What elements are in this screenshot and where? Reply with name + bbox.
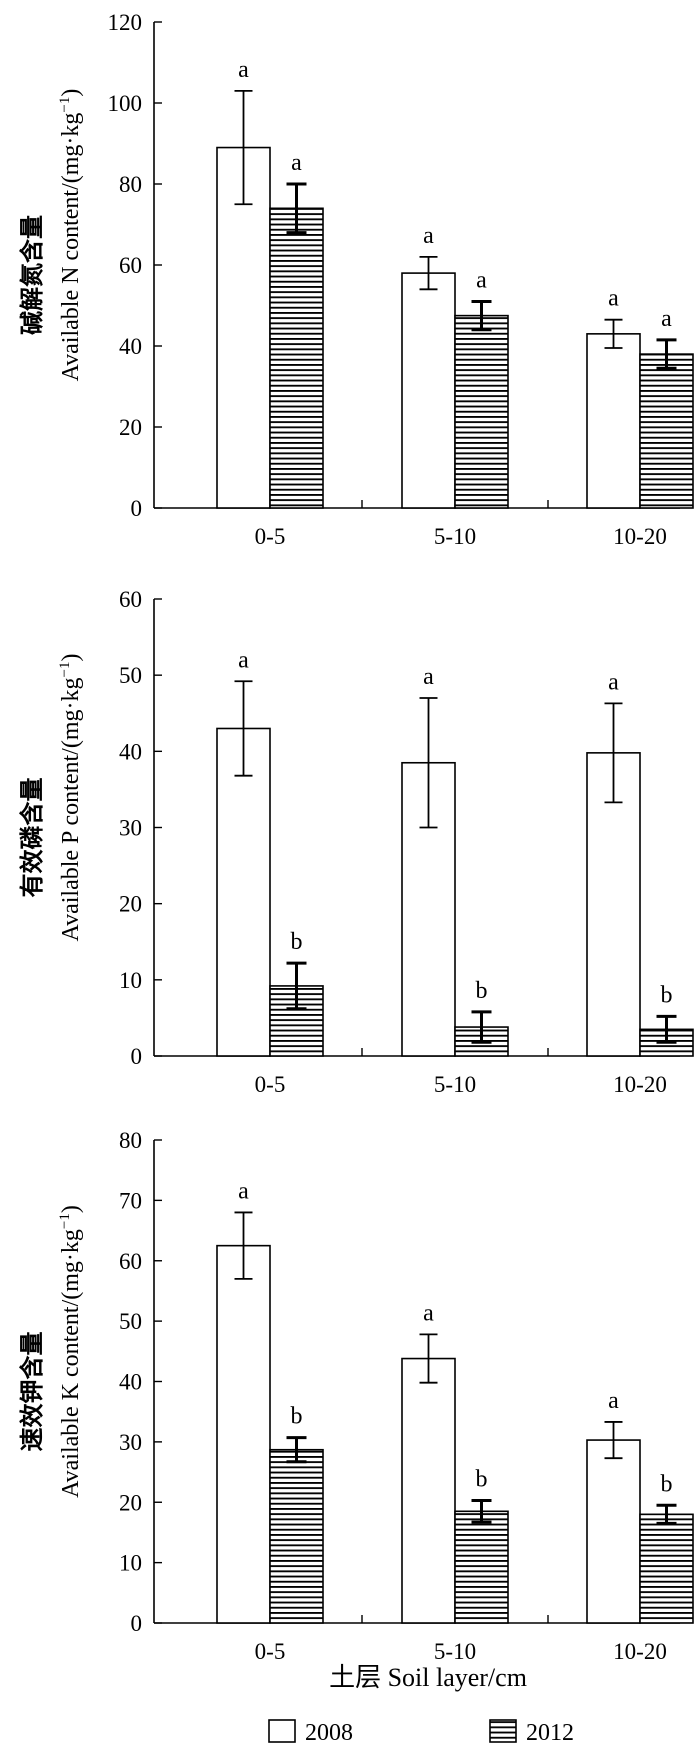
legend-label-2008: 2008 <box>305 1720 353 1746</box>
bar-2008-10-20 <box>586 752 641 1057</box>
y-axis-title-unit-sup: −1 <box>57 1213 73 1229</box>
x-tick-label: 0-5 <box>255 1072 286 1097</box>
y-axis-title-cn: 碱解氮含量 <box>18 215 46 335</box>
y-tick-label: 0 <box>131 1044 143 1069</box>
chart-panel-2: 0 10 20 30 40 50 60 0-5 5-10 10-20 a a a b b b 有效磷含量 Avai… <box>18 587 694 1097</box>
significance-letter: b <box>476 1466 488 1492</box>
y-axis-title-close: ) <box>58 654 84 662</box>
y-axis-title-en-text: Available P content/(mg·kg <box>58 678 84 942</box>
y-axis-title-en-text: Available N content/(mg·kg <box>58 113 84 382</box>
bar-2012-10-20 <box>639 1513 694 1624</box>
significance-letter: a <box>238 1178 249 1204</box>
y-axis-title-en: Available P content/(mg·kg−1) <box>57 654 84 942</box>
y-axis-title-close: ) <box>58 1205 84 1213</box>
significance-letter: a <box>476 267 487 293</box>
significance-letter: a <box>423 1300 434 1326</box>
legend-swatch-2008 <box>268 1719 296 1743</box>
chart-panel-3: 0 10 20 30 40 50 60 70 80 0-5 5-10 10-20 a a a b b b 速效钾含量… <box>18 1128 694 1664</box>
y-tick-label: 10 <box>119 968 142 993</box>
y-axis-title: 有效磷含量 <box>18 778 46 898</box>
y-tick-label: 50 <box>119 663 142 688</box>
y-tick-label: 20 <box>119 892 142 917</box>
bar-2012-0-5 <box>269 207 324 509</box>
significance-letter: a <box>238 57 249 83</box>
legend-swatch-2012 <box>489 1719 517 1743</box>
significance-letter: a <box>608 1388 619 1414</box>
y-axis-title-en-text: Available K content/(mg·kg <box>58 1229 84 1498</box>
x-tick-label: 10-20 <box>613 1639 667 1664</box>
y-axis-title-cn: 速效钾含量 <box>18 1332 46 1452</box>
significance-letter: b <box>661 1471 673 1497</box>
bar-2008-10-20 <box>586 1439 641 1624</box>
x-tick-label: 10-20 <box>613 1072 667 1097</box>
y-tick-label: 60 <box>119 253 142 278</box>
x-tick-label: 5-10 <box>434 1639 476 1664</box>
significance-letter: a <box>423 223 434 249</box>
bar-2008-10-20 <box>586 333 641 509</box>
legend-label-2012: 2012 <box>526 1720 574 1746</box>
y-tick-label: 80 <box>119 172 142 197</box>
y-tick-label: 80 <box>119 1128 142 1153</box>
y-tick-label: 30 <box>119 816 142 841</box>
y-tick-label: 50 <box>119 1309 142 1334</box>
x-axis-title: 土层 Soil layer/cm <box>329 1663 527 1692</box>
y-tick-label: 60 <box>119 587 142 612</box>
bar-2008-0-5 <box>216 1244 271 1624</box>
bar-2012-0-5 <box>269 1448 324 1624</box>
y-tick-label: 20 <box>119 415 142 440</box>
bar-2012-5-10 <box>454 1510 509 1624</box>
significance-letter: a <box>608 286 619 312</box>
y-tick-label: 70 <box>119 1188 142 1213</box>
bar-2008-5-10 <box>401 272 456 509</box>
y-axis-title-cn: 有效磷含量 <box>18 778 46 898</box>
y-axis-title: 速效钾含量 <box>18 1332 46 1452</box>
y-axis-title-en: Available N content/(mg·kg−1) <box>57 89 84 382</box>
y-axis-title-unit-sup: −1 <box>57 97 73 113</box>
x-tick-label: 0-5 <box>255 524 286 549</box>
y-tick-label: 100 <box>108 91 143 116</box>
y-axis-title-unit-sup: −1 <box>57 662 73 678</box>
y-tick-label: 40 <box>119 334 142 359</box>
y-tick-label: 0 <box>131 1611 143 1636</box>
y-tick-label: 120 <box>108 10 143 35</box>
y-tick-label: 60 <box>119 1249 142 1274</box>
y-tick-label: 10 <box>119 1551 142 1576</box>
x-tick-label: 5-10 <box>434 1072 476 1097</box>
y-tick-label: 40 <box>119 1370 142 1395</box>
significance-letter: a <box>423 664 434 690</box>
significance-letter: b <box>291 929 303 955</box>
y-axis-title-close: ) <box>58 89 84 97</box>
y-axis-title: 碱解氮含量 <box>18 215 46 335</box>
bar-2008-0-5 <box>216 146 271 509</box>
significance-letter: a <box>291 150 302 176</box>
significance-letter: a <box>608 669 619 695</box>
y-tick-label: 40 <box>119 739 142 764</box>
significance-letter: b <box>661 982 673 1008</box>
y-axis-title-en: Available K content/(mg·kg−1) <box>57 1205 84 1498</box>
significance-letter: a <box>238 647 249 673</box>
bar-2012-5-10 <box>454 314 509 509</box>
significance-letter: b <box>476 978 488 1004</box>
legend: 2008 2012 <box>268 1719 574 1746</box>
chart-panel-1: 0 20 40 60 80 100 120 0-5 5-10 10-20 a a a a a a 碱解氮含量 Av… <box>18 10 694 549</box>
y-tick-label: 30 <box>119 1430 142 1455</box>
significance-letter: b <box>291 1404 303 1430</box>
bar-2012-10-20 <box>639 353 694 509</box>
y-tick-label: 20 <box>119 1490 142 1515</box>
x-tick-label: 5-10 <box>434 524 476 549</box>
significance-letter: a <box>661 306 672 332</box>
x-tick-label: 10-20 <box>613 524 667 549</box>
y-tick-label: 0 <box>131 496 143 521</box>
bar-2008-0-5 <box>216 727 271 1057</box>
x-tick-label: 0-5 <box>255 1639 286 1664</box>
bar-2008-5-10 <box>401 1357 456 1624</box>
